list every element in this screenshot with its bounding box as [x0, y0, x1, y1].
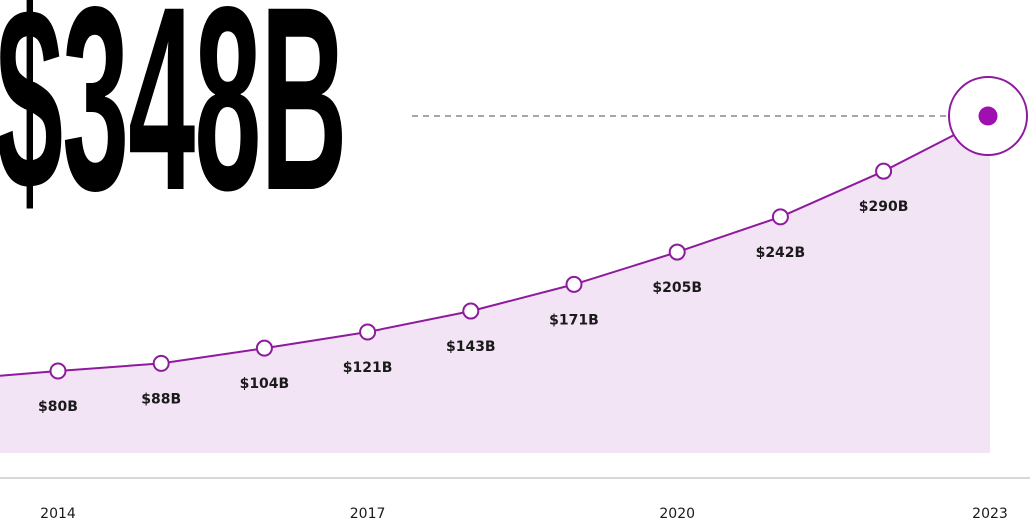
x-tick-label-2020: 2020 — [659, 506, 695, 520]
data-point-2015 — [152, 354, 170, 372]
marks-layer — [0, 76, 1028, 380]
area-layer — [0, 116, 990, 453]
data-point-2014 — [49, 362, 67, 380]
data-label-2014: $80B — [38, 399, 78, 415]
x-tick-labels: 2014 2017 2020 2023 — [40, 506, 1008, 520]
x-tick-label-2014: 2014 — [40, 506, 76, 520]
x-tick-label-2017: 2017 — [350, 506, 386, 520]
data-label-2017: $121B — [343, 360, 393, 376]
data-label-2019: $171B — [549, 312, 599, 328]
data-label-2022: $290B — [859, 199, 909, 215]
data-label-2021: $242B — [756, 245, 806, 261]
data-point-2017 — [359, 323, 377, 341]
labels-layer: $80B $88B $104B $121B $143B $171B $205B $242B $2… — [38, 199, 908, 415]
data-point-2016 — [255, 339, 273, 357]
data-point-2021 — [771, 208, 789, 226]
data-point-2022 — [875, 162, 893, 180]
headline-value: $348B — [0, 0, 347, 245]
data-label-2018: $143B — [446, 339, 496, 355]
x-tick-label-2023: 2023 — [972, 506, 1008, 520]
highlight-point — [978, 106, 998, 126]
data-label-2016: $104B — [240, 376, 290, 392]
data-label-2015: $88B — [141, 391, 181, 407]
data-point-2018 — [462, 302, 480, 320]
area-fill — [0, 116, 990, 453]
data-point-2019 — [565, 275, 583, 293]
data-point-2020 — [668, 243, 686, 261]
data-label-2020: $205B — [652, 280, 702, 296]
